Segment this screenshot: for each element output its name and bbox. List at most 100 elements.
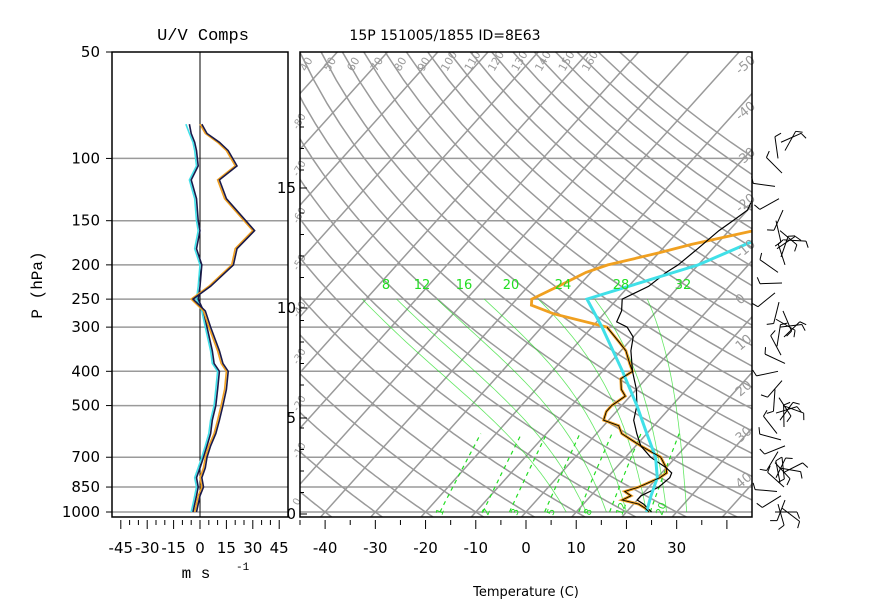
mixing-ratio-line xyxy=(508,433,548,513)
dry-adiabat-line xyxy=(618,52,752,158)
mixing-ratio-label: 12 xyxy=(614,501,629,517)
wind-unit-label: m s xyxy=(182,565,211,583)
uv-series-group xyxy=(185,123,256,513)
moist-adiabat-lines xyxy=(362,298,688,513)
uv-x-tick-label: 30 xyxy=(243,539,262,557)
isotherm-label: -10 xyxy=(733,237,759,262)
wind-barb-flag xyxy=(763,409,768,417)
dewpoint-line xyxy=(615,198,752,513)
height-km-tick-label: 0 xyxy=(286,505,296,523)
dry-adiabat-line xyxy=(426,52,752,326)
wind-barb-flag xyxy=(800,132,807,139)
wind-barb xyxy=(774,136,779,159)
skewt-plot-frame xyxy=(299,51,753,518)
pressure-axis: 50 100 150 200 250 300 400 500 700 850 1000 xyxy=(62,43,112,521)
wind-barb xyxy=(781,457,785,480)
pressure-tick-label: 100 xyxy=(71,149,100,167)
moist-adiabat-label: 32 xyxy=(675,278,692,293)
wind-barb xyxy=(778,467,801,473)
isotherm-line xyxy=(300,52,540,318)
uv-series-line xyxy=(191,123,256,513)
wind-barb-flag xyxy=(796,406,802,413)
moist-adiabat-line xyxy=(436,298,607,513)
dry-adiabat-line xyxy=(300,177,739,517)
wind-barb-flag xyxy=(785,457,793,460)
pressure-tick-label: 250 xyxy=(71,290,100,308)
wind-barb-flag xyxy=(766,323,774,325)
isotherm-label: -40 xyxy=(733,99,759,124)
pressure-tick-label: 200 xyxy=(71,256,100,274)
side-scale-label: 0 xyxy=(291,496,304,507)
parcel-line xyxy=(584,240,752,513)
temp-x-tick-label: -20 xyxy=(413,539,438,557)
wind-barb xyxy=(779,230,798,246)
mixing-ratio-lines xyxy=(439,433,680,513)
wind-barb-flag xyxy=(794,244,798,252)
height-km-tick-label: 5 xyxy=(286,409,296,427)
temp-x-tick-label: -40 xyxy=(313,539,338,557)
temp-x-tick-label: 0 xyxy=(521,539,531,557)
moist-adiabat-line xyxy=(646,298,688,513)
dry-adiabat-line xyxy=(300,137,752,501)
dry-adiabat-line xyxy=(300,333,536,517)
dry-adiabat-line xyxy=(341,52,752,410)
moist-adiabat-label: 20 xyxy=(503,278,520,293)
uv-panel: -45 -30 -15 0 15 30 45 50 100 150 200 250 300 400 500… xyxy=(29,43,289,583)
wind-barb-flag xyxy=(801,324,806,331)
dry-adiabat-line xyxy=(300,52,752,455)
isotherm-label: -50 xyxy=(733,53,759,78)
pressure-tick-label: 50 xyxy=(81,43,100,61)
uv-series-line xyxy=(185,123,219,513)
wind-barb-flag xyxy=(795,130,803,133)
pressure-tick-label: 850 xyxy=(71,478,100,496)
moist-adiabat-line xyxy=(538,298,647,513)
dry-adiabat-line xyxy=(490,52,752,268)
dry-adiabat-line xyxy=(300,295,587,517)
mixing-ratio-line xyxy=(482,433,523,513)
wind-barb-flag xyxy=(759,448,765,455)
isotherm-line xyxy=(0,18,318,520)
wind-barb xyxy=(774,462,791,480)
height-km-tick-label: 15 xyxy=(277,179,296,197)
wind-barb xyxy=(759,259,779,273)
wind-barb-flag xyxy=(778,524,785,530)
pressure-tick-label: 700 xyxy=(71,448,100,466)
wind-barb xyxy=(755,489,778,492)
wind-barb-flag xyxy=(758,427,761,435)
wind-barb xyxy=(772,389,776,412)
wind-barb xyxy=(767,380,783,398)
dry-adiabat-label: 60 xyxy=(344,55,362,74)
mixing-ratio-label: 3 xyxy=(509,507,522,517)
wind-barb-flag xyxy=(786,330,792,337)
isotherm-line xyxy=(570,315,752,517)
dry-adiabat-line xyxy=(384,52,752,367)
mixing-ratio-label: 8 xyxy=(582,507,595,517)
isotherm-line xyxy=(300,52,640,430)
wind-barb-flag xyxy=(766,410,774,414)
temperature-axis-label: Temperature (C) xyxy=(472,585,579,600)
dry-adiabat-label: 90 xyxy=(415,55,433,74)
uv-series-line xyxy=(188,124,221,513)
wind-barb xyxy=(759,433,782,441)
wind-barb-flag xyxy=(796,511,801,519)
isotherm-line xyxy=(319,52,741,517)
isotherm-line xyxy=(300,52,590,374)
wind-barb-flag xyxy=(797,521,801,529)
temp-x-tick-label: 10 xyxy=(567,539,586,557)
dry-adiabat-line xyxy=(300,256,638,517)
wind-barb xyxy=(753,182,776,187)
wind-barb-flag xyxy=(751,302,759,308)
isotherm-line xyxy=(420,148,752,517)
uv-plot-frame xyxy=(111,51,289,518)
wind-barb xyxy=(773,302,780,324)
wind-barb-flag xyxy=(774,241,782,247)
wind-barbs xyxy=(751,130,809,530)
dry-adiabat-line xyxy=(300,217,689,517)
moist-adiabat-label: 28 xyxy=(613,278,630,293)
wind-unit-exponent: -1 xyxy=(236,562,250,574)
dry-adiabat-line xyxy=(448,52,752,307)
wind-barb xyxy=(782,405,804,414)
wind-barb xyxy=(784,131,797,151)
pressure-tick-label: 1000 xyxy=(62,503,100,521)
